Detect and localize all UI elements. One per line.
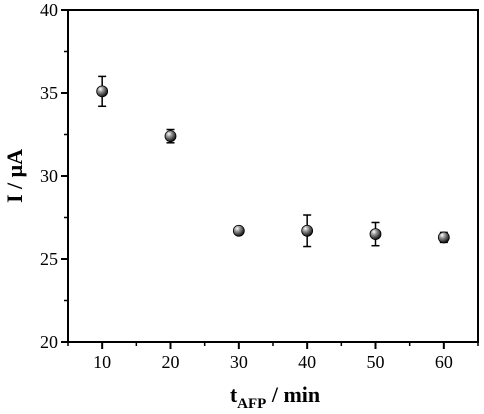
data-point: [437, 231, 450, 244]
data-points: [96, 85, 450, 244]
y-tick-label: 30: [40, 166, 58, 186]
x-tick-label: 40: [298, 352, 316, 372]
y-tick-label: 35: [40, 83, 58, 103]
x-tick-label: 50: [367, 352, 385, 372]
data-point: [96, 85, 109, 98]
y-tick-label: 25: [40, 249, 58, 269]
plot-border: [67, 9, 479, 343]
x-axis-title-subscript: AFP: [237, 396, 266, 412]
y-tick-label: 40: [40, 0, 58, 20]
x-tick-label: 60: [435, 352, 453, 372]
error-bars: [98, 75, 448, 248]
x-axis-ticks: 10 20 30 40 50 60: [67, 342, 479, 372]
x-axis-title-main: t: [230, 382, 238, 407]
data-point: [301, 224, 314, 237]
y-axis-ticks: 20 25 30 35 40: [40, 0, 68, 352]
x-tick-label: 30: [230, 352, 248, 372]
y-tick-label: 20: [40, 332, 58, 352]
x-tick-label: 10: [93, 352, 111, 372]
plot-frame: [67, 9, 479, 343]
x-tick-label: 20: [162, 352, 180, 372]
y-axis-title: I / μA: [2, 149, 27, 203]
data-point: [369, 228, 382, 241]
x-axis-title: tAFP / min: [230, 382, 320, 412]
data-point: [232, 224, 245, 237]
x-axis-title-rest: / min: [266, 382, 320, 407]
data-point: [164, 130, 177, 143]
